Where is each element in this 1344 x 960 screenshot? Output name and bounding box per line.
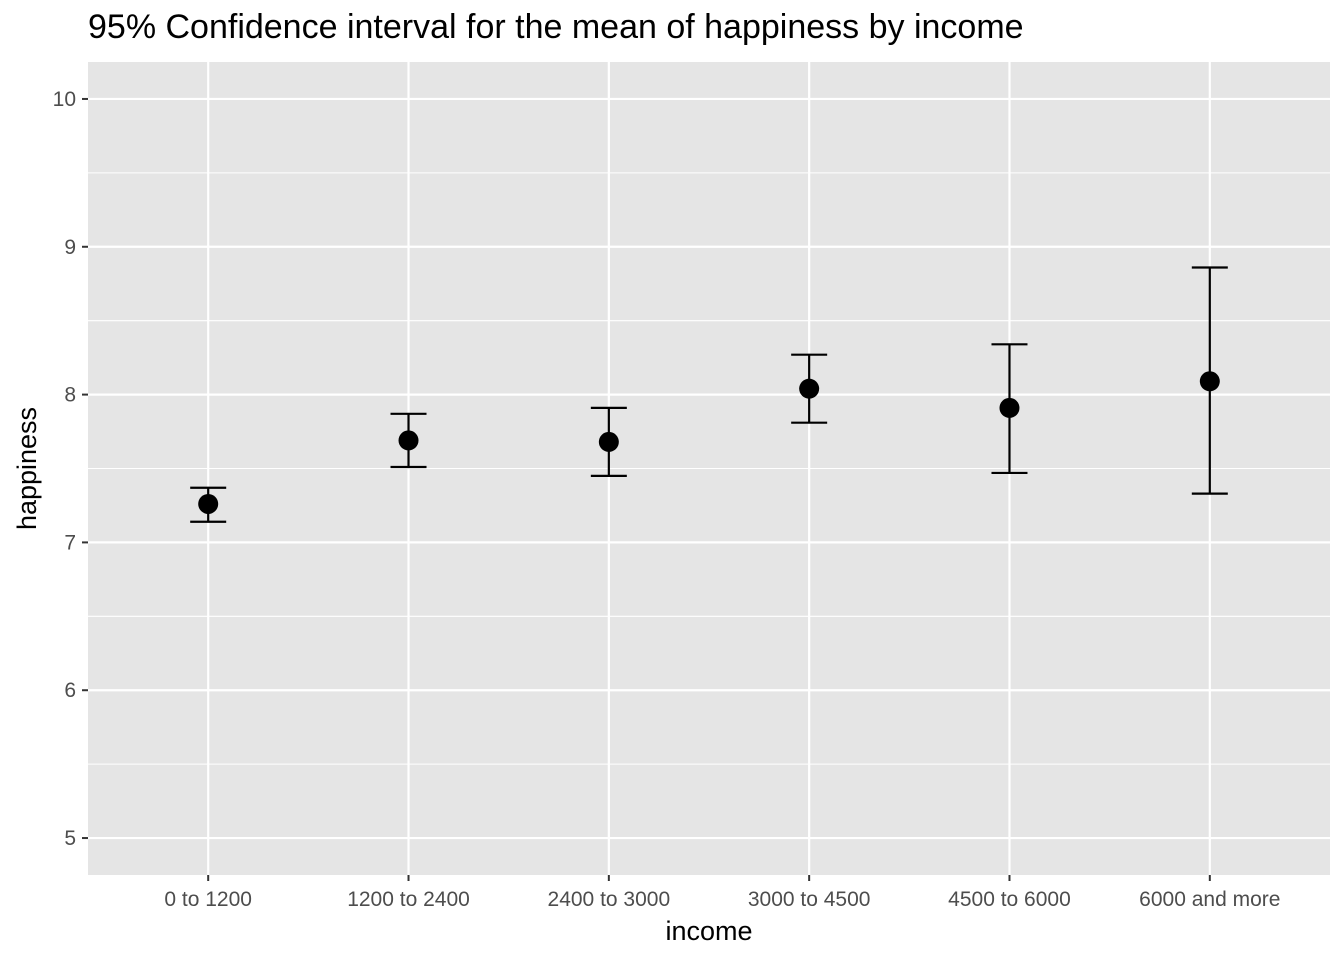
y-tick-label: 8 xyxy=(64,384,76,407)
x-tick-label: 1200 to 2400 xyxy=(347,888,470,911)
mean-point xyxy=(198,493,219,514)
x-axis-title: income xyxy=(665,916,752,946)
y-tick-label: 7 xyxy=(64,531,76,554)
y-tick-label: 9 xyxy=(64,236,76,259)
mean-point xyxy=(598,431,619,452)
mean-point xyxy=(999,397,1020,418)
error-bars xyxy=(190,266,1228,523)
y-tick-label: 6 xyxy=(64,679,76,702)
y-axis-title: happiness xyxy=(12,407,42,530)
y-tick-label: 10 xyxy=(53,88,76,111)
grid-minor xyxy=(88,172,1330,765)
x-tick-label: 3000 to 4500 xyxy=(748,888,871,911)
x-tick-label: 2400 to 3000 xyxy=(548,888,671,911)
x-tick-label: 6000 and more xyxy=(1139,888,1280,911)
x-tick-label: 0 to 1200 xyxy=(164,888,252,911)
y-axis: 5 6 7 8 9 10 xyxy=(53,88,88,850)
mean-points xyxy=(198,371,1220,514)
chart-title: 95% Confidence interval for the mean of … xyxy=(88,8,1024,46)
x-tick-label: 4500 to 6000 xyxy=(948,888,1071,911)
grid-major xyxy=(88,62,1330,875)
mean-point xyxy=(799,378,820,399)
mean-point xyxy=(1199,371,1220,392)
mean-point xyxy=(398,430,419,451)
y-tick-label: 5 xyxy=(64,827,76,850)
x-axis: 0 to 1200 1200 to 2400 2400 to 3000 3000 to… xyxy=(164,875,1280,911)
